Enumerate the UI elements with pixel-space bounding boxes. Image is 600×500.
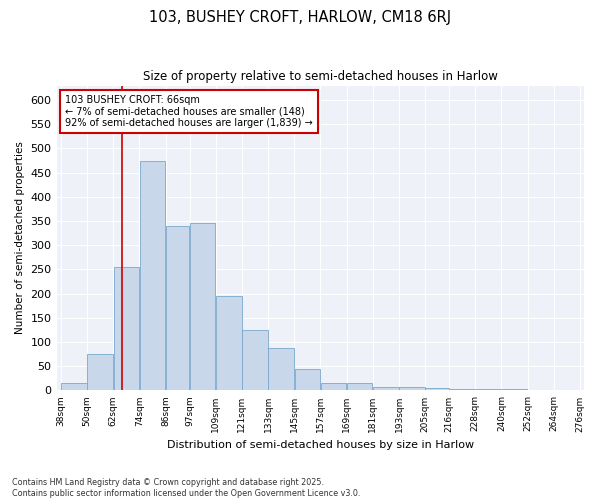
Bar: [347, 383, 373, 390]
X-axis label: Distribution of semi-detached houses by size in Harlow: Distribution of semi-detached houses by …: [167, 440, 474, 450]
Title: Size of property relative to semi-detached houses in Harlow: Size of property relative to semi-detach…: [143, 70, 498, 83]
Bar: [295, 368, 320, 390]
Bar: [61, 383, 87, 390]
Text: 103, BUSHEY CROFT, HARLOW, CM18 6RJ: 103, BUSHEY CROFT, HARLOW, CM18 6RJ: [149, 10, 451, 25]
Bar: [321, 383, 346, 390]
Bar: [399, 387, 425, 390]
Bar: [166, 226, 189, 390]
Bar: [190, 224, 215, 390]
Bar: [216, 296, 242, 390]
Bar: [242, 330, 268, 390]
Bar: [373, 386, 398, 390]
Bar: [88, 354, 113, 391]
Bar: [140, 160, 165, 390]
Text: 103 BUSHEY CROFT: 66sqm
← 7% of semi-detached houses are smaller (148)
92% of se: 103 BUSHEY CROFT: 66sqm ← 7% of semi-det…: [65, 95, 313, 128]
Bar: [268, 348, 294, 391]
Y-axis label: Number of semi-detached properties: Number of semi-detached properties: [15, 142, 25, 334]
Bar: [113, 267, 139, 390]
Text: Contains HM Land Registry data © Crown copyright and database right 2025.
Contai: Contains HM Land Registry data © Crown c…: [12, 478, 361, 498]
Bar: [425, 388, 449, 390]
